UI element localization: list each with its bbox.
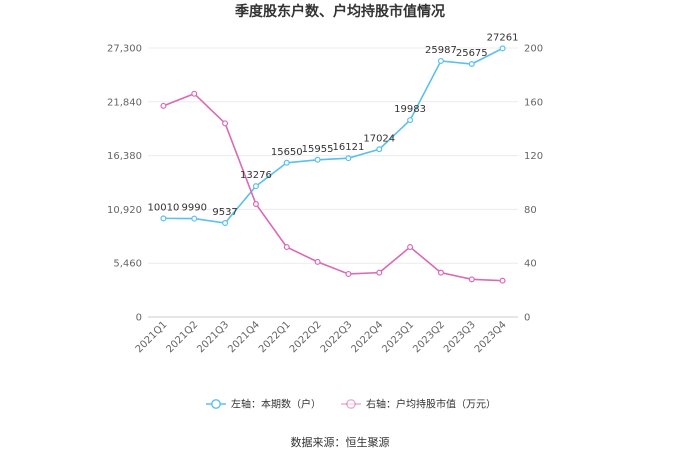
right-tick-label: 40 xyxy=(524,259,537,270)
right-series-point xyxy=(376,269,383,276)
left-series-point xyxy=(376,146,383,153)
right-series-point xyxy=(499,277,506,284)
left-series-point xyxy=(345,155,352,162)
left-tick-label: 5,460 xyxy=(113,259,142,270)
data-label: 13276 xyxy=(240,170,272,181)
left-tick-label: 16,380 xyxy=(107,151,142,162)
x-tick-label: 2022Q3 xyxy=(319,319,355,355)
right-series-point xyxy=(437,269,444,276)
left-series-point xyxy=(468,61,475,68)
chart-title: 季度股东户数、户均持股市值情况 xyxy=(234,3,445,20)
right-tick-label: 120 xyxy=(524,151,543,162)
data-label: 19983 xyxy=(394,104,426,115)
data-label: 16121 xyxy=(333,142,365,153)
left-series-point xyxy=(191,215,198,222)
data-label: 9990 xyxy=(182,203,207,214)
right-tick-label: 200 xyxy=(524,44,543,55)
right-series-point xyxy=(468,276,475,283)
data-label: 17024 xyxy=(363,133,395,144)
right-series-point xyxy=(191,90,198,97)
legend-marker-icon xyxy=(211,399,221,409)
left-series-point xyxy=(407,117,414,124)
right-series-point xyxy=(160,102,167,109)
x-tick-label: 2021Q2 xyxy=(165,319,201,355)
x-tick-label: 2023Q2 xyxy=(411,319,447,355)
right-tick-label: 160 xyxy=(524,97,543,108)
left-series-point xyxy=(499,45,506,52)
data-label: 25987 xyxy=(425,45,457,56)
left-series-point xyxy=(437,57,444,64)
x-tick-label: 2021Q1 xyxy=(134,319,170,355)
right-series-point xyxy=(407,244,414,251)
left-tick-label: 21,840 xyxy=(107,97,142,108)
data-label: 10010 xyxy=(148,202,180,213)
source-note: 数据来源：恒生聚源 xyxy=(291,435,390,449)
data-label: 15650 xyxy=(271,147,303,158)
left-series-line xyxy=(163,47,503,224)
right-tick-label: 0 xyxy=(524,313,530,324)
legend[interactable]: 左轴：本期数（户） 右轴：户均持股市值（万元） xyxy=(206,398,496,411)
right-series-point xyxy=(314,258,321,265)
x-axis-ticks: 2021Q12021Q22021Q32021Q42022Q12022Q22022… xyxy=(134,319,509,355)
x-tick-label: 2023Q4 xyxy=(473,319,509,355)
grid-lines xyxy=(148,47,518,318)
legend-marker-icon xyxy=(346,399,356,409)
right-series-point xyxy=(252,201,259,208)
legend-label: 右轴：户均持股市值（万元） xyxy=(366,398,496,411)
data-label: 15955 xyxy=(302,144,334,155)
data-label: 25675 xyxy=(456,48,488,59)
x-tick-label: 2023Q3 xyxy=(442,319,478,355)
x-tick-label: 2022Q4 xyxy=(350,319,386,355)
left-series-point xyxy=(252,183,259,190)
left-tick-label: 27,300 xyxy=(107,44,142,55)
x-tick-label: 2022Q2 xyxy=(288,319,324,355)
legend-item[interactable]: 右轴：户均持股市值（万元） xyxy=(341,398,496,411)
data-label: 9537 xyxy=(212,207,237,218)
left-series-point xyxy=(314,156,321,163)
right-series-point xyxy=(283,244,290,251)
left-series-point xyxy=(283,159,290,166)
left-series-point xyxy=(222,220,229,227)
legend-label: 左轴：本期数（户） xyxy=(231,398,321,411)
left-tick-label: 0 xyxy=(136,313,142,324)
right-series-point xyxy=(222,120,229,127)
data-label: 27261 xyxy=(487,32,519,43)
x-tick-label: 2023Q1 xyxy=(380,319,416,355)
left-axis-ticks: 0 5,460 10,920 16,380 21,840 27,300 xyxy=(107,44,142,324)
left-series-point xyxy=(160,215,167,222)
x-tick-label: 2021Q3 xyxy=(195,319,231,355)
left-tick-label: 10,920 xyxy=(107,205,142,216)
x-tick-label: 2021Q4 xyxy=(226,319,262,355)
right-series-line xyxy=(163,92,503,282)
right-tick-label: 80 xyxy=(524,205,537,216)
right-series-point xyxy=(345,270,352,277)
right-axis-ticks: 0 40 80 120 160 200 xyxy=(524,44,543,324)
legend-item[interactable]: 左轴：本期数（户） xyxy=(206,398,321,411)
x-tick-label: 2022Q1 xyxy=(257,319,293,355)
series-layer xyxy=(160,45,506,284)
